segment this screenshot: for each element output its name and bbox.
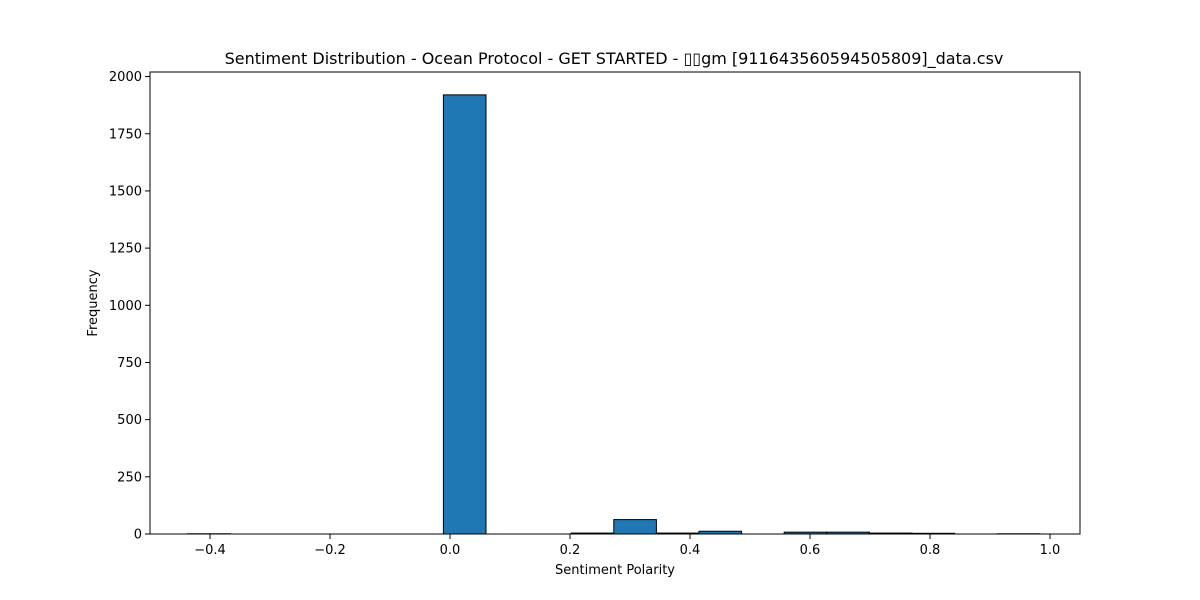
y-tick-label: 2000 <box>109 70 142 85</box>
y-tick-label: 1250 <box>109 242 142 257</box>
x-tick-label: −0.4 <box>194 543 226 558</box>
y-tick-label: 500 <box>117 413 142 428</box>
y-tick-label: 1500 <box>109 184 142 199</box>
histogram-bar <box>613 519 657 535</box>
x-tick-label: 0.8 <box>920 543 941 558</box>
x-tick-label: 0.6 <box>800 543 821 558</box>
x-tick-label: 0.0 <box>440 543 461 558</box>
y-axis-label: Frequency <box>86 269 101 336</box>
x-tick-label: −0.2 <box>314 543 346 558</box>
x-tick-label: 1.0 <box>1040 543 1061 558</box>
x-axis-ticks: −0.4 −0.2 0.0 0.2 0.4 0.6 0.8 1.0 <box>194 534 1060 558</box>
x-tick-label: 0.4 <box>680 543 701 558</box>
y-tick-label: 1750 <box>109 127 142 142</box>
chart-title: Sentiment Distribution - Ocean Protocol … <box>225 49 1004 69</box>
y-tick-label: 250 <box>117 470 142 485</box>
bars-group <box>187 94 1041 535</box>
y-axis-ticks: 0 250 500 750 1000 1250 1500 1750 2000 <box>109 70 150 543</box>
y-tick-label: 750 <box>117 356 142 371</box>
plot-frame <box>149 71 1081 535</box>
x-tick-label: 0.2 <box>560 543 581 558</box>
y-tick-label: 0 <box>134 528 142 543</box>
y-tick-label: 1000 <box>109 299 142 314</box>
x-axis-label: Sentiment Polarity <box>555 563 675 578</box>
histogram-bar <box>442 94 487 535</box>
